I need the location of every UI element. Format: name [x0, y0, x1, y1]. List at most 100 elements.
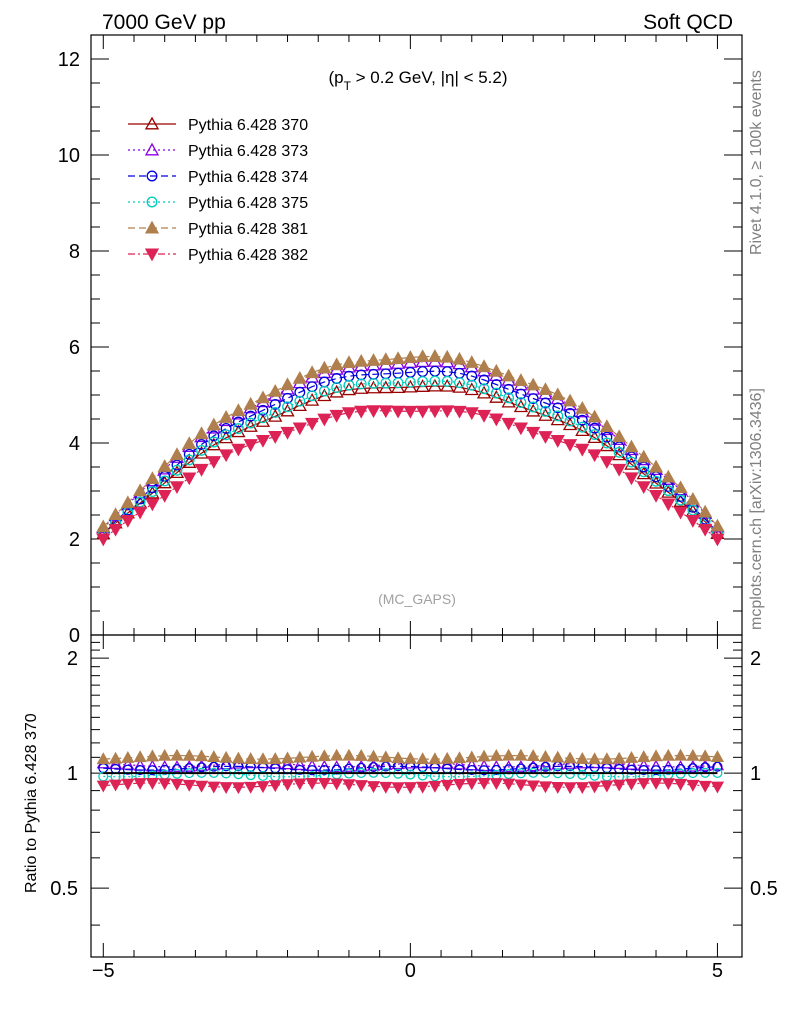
data-point — [575, 423, 590, 437]
data-point — [527, 393, 539, 404]
data-point — [576, 421, 588, 433]
data-point — [429, 771, 440, 782]
data-point — [294, 764, 305, 775]
data-point — [135, 765, 146, 776]
data-point — [454, 377, 465, 389]
data-point — [182, 748, 196, 761]
data-point — [600, 752, 614, 765]
data-point — [231, 424, 246, 438]
data-point — [491, 764, 502, 775]
ratio-panel-frame — [90, 634, 743, 958]
data-point — [452, 351, 467, 365]
data-point — [514, 759, 528, 772]
data-point — [170, 760, 184, 772]
data-point — [503, 392, 515, 404]
data-point — [307, 765, 318, 776]
data-point — [231, 403, 246, 417]
data-point — [440, 405, 455, 419]
data-point — [243, 439, 258, 452]
data-point — [673, 506, 688, 520]
data-point — [280, 377, 295, 391]
analysis-watermark: (MC_GAPS) — [378, 591, 456, 607]
data-point — [710, 758, 725, 771]
data-point — [159, 475, 171, 487]
data-point — [636, 481, 651, 495]
data-point — [626, 764, 637, 775]
data-point — [354, 405, 369, 419]
data-point — [108, 507, 123, 521]
data-point — [208, 436, 220, 448]
data-point — [673, 760, 688, 772]
x-axis-tick-labels: −5 0 5 — [92, 960, 723, 982]
data-point — [687, 504, 699, 516]
data-point — [673, 778, 688, 791]
ratio-plot-panel: 0.5 0.5 1 1 2 2 Ratio to Pythia 6.428 370 — [23, 634, 778, 958]
legend: Pythia 6.428 370 Pythia 6.428 373 Pythia 6… — [128, 116, 308, 264]
data-point — [685, 491, 700, 505]
data-point — [626, 456, 637, 468]
data-point — [562, 393, 578, 407]
data-point — [366, 781, 381, 793]
data-point — [710, 533, 725, 547]
data-point — [685, 515, 700, 528]
data-point — [477, 749, 491, 762]
data-point — [552, 402, 564, 414]
data-point — [318, 385, 330, 397]
data-point — [304, 365, 320, 379]
main-y-tick-label: 4 — [69, 433, 80, 455]
data-point — [490, 387, 502, 399]
data-point — [329, 409, 344, 423]
data-point — [589, 770, 600, 781]
data-point — [428, 752, 442, 765]
data-point — [293, 758, 307, 771]
data-point — [256, 781, 270, 794]
data-point — [133, 778, 147, 791]
data-point — [550, 387, 565, 401]
ratio-y-tick-label: 1 — [67, 763, 78, 785]
data-point — [108, 751, 123, 764]
data-point — [513, 373, 529, 386]
data-point — [196, 444, 207, 456]
data-point — [501, 368, 516, 382]
data-point — [379, 750, 393, 763]
data-point — [280, 751, 295, 764]
data-point — [317, 413, 332, 427]
data-point — [501, 417, 516, 431]
data-point — [515, 388, 527, 400]
data-point — [157, 459, 172, 472]
data-point — [638, 765, 649, 776]
data-point — [403, 782, 417, 795]
data-point — [145, 471, 160, 485]
data-point — [208, 761, 219, 772]
data-point — [194, 780, 209, 793]
legend-label: Pythia 6.428 381 — [188, 221, 308, 238]
data-point — [354, 780, 368, 793]
data-point — [636, 466, 651, 480]
data-point — [145, 498, 160, 512]
ratio-series-group — [96, 748, 725, 795]
series-line — [102, 355, 718, 528]
data-point — [343, 379, 355, 391]
data-point — [257, 412, 269, 424]
data-point — [219, 410, 234, 423]
data-point — [601, 431, 613, 443]
data-point — [466, 764, 477, 776]
data-point — [292, 422, 307, 436]
data-point — [465, 778, 479, 791]
data-point — [636, 449, 651, 463]
data-point — [698, 749, 712, 762]
data-point — [662, 485, 674, 497]
data-point — [368, 762, 379, 773]
data-point — [220, 429, 232, 441]
legend-label: Pythia 6.428 375 — [188, 195, 308, 212]
data-point — [147, 765, 158, 776]
data-point — [686, 748, 700, 761]
data-point — [157, 489, 172, 503]
data-point — [648, 489, 664, 503]
data-point — [331, 382, 343, 394]
cut-label: (pT > 0.2 GeV, |η| < 5.2) — [328, 68, 507, 93]
data-point — [391, 757, 405, 770]
data-point — [341, 407, 357, 421]
